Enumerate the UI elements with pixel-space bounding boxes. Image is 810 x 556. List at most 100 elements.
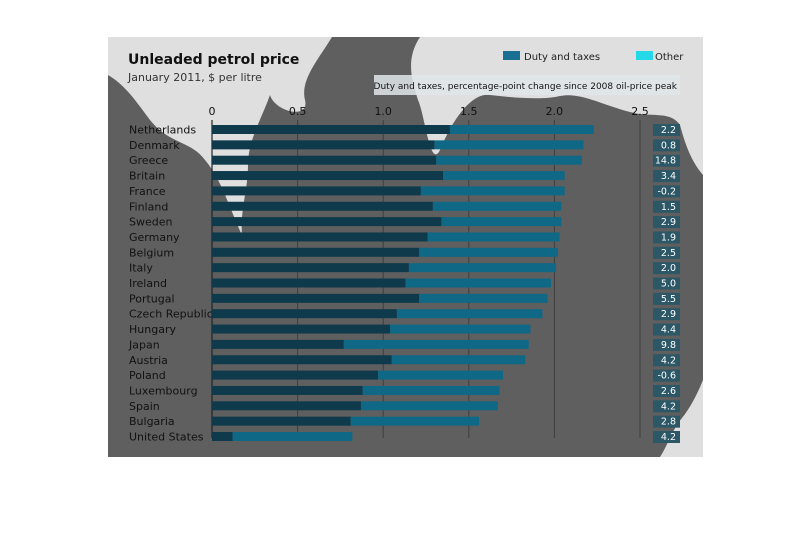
bar-other xyxy=(419,247,558,257)
bar-duty xyxy=(212,432,233,441)
bar-duty xyxy=(212,309,397,319)
bar-duty xyxy=(212,201,433,211)
change-value: 2.9 xyxy=(661,309,676,320)
bar-duty xyxy=(212,247,420,257)
change-box xyxy=(653,154,680,167)
category-label: Japan xyxy=(128,338,160,351)
change-box xyxy=(653,369,680,382)
change-box xyxy=(653,246,680,259)
bar-duty xyxy=(212,155,437,165)
change-box xyxy=(653,323,680,336)
bar-other xyxy=(378,370,504,380)
change-box xyxy=(653,139,680,152)
change-box xyxy=(653,200,680,213)
bar-other xyxy=(443,171,565,181)
bar-duty xyxy=(212,293,420,303)
bar-other xyxy=(419,293,548,303)
bar-other xyxy=(391,355,526,365)
change-value: 4.2 xyxy=(661,355,676,366)
category-label: United States xyxy=(129,431,204,444)
category-label: Portugal xyxy=(129,292,175,305)
category-label: Netherlands xyxy=(129,124,196,137)
x-tick-label: 0 xyxy=(209,105,216,118)
change-value: 5.0 xyxy=(661,279,676,290)
bar-duty xyxy=(212,355,392,365)
bar-duty xyxy=(212,339,344,349)
change-box xyxy=(653,216,680,229)
bar-duty xyxy=(212,186,421,196)
change-value: 5.5 xyxy=(661,294,676,305)
category-label: Spain xyxy=(129,400,160,413)
category-label: Britain xyxy=(129,170,165,183)
change-box xyxy=(653,308,680,321)
x-tick-label: 1.5 xyxy=(460,105,478,118)
category-label: Bulgaria xyxy=(129,415,175,428)
category-label: Austria xyxy=(129,354,168,367)
change-value: 14.8 xyxy=(655,156,676,167)
change-box xyxy=(653,354,680,367)
bar-duty xyxy=(212,171,444,181)
change-value: 2.9 xyxy=(661,217,676,228)
category-label: Hungary xyxy=(129,323,176,336)
change-value: 4.4 xyxy=(661,325,676,336)
bar-duty xyxy=(212,125,450,134)
bar-other xyxy=(232,432,353,441)
bar-other xyxy=(436,155,582,165)
annotation-header-box xyxy=(374,75,680,95)
bar-duty xyxy=(212,217,442,227)
bar-duty xyxy=(212,232,428,242)
bar-other xyxy=(432,201,562,211)
bar-other xyxy=(350,416,480,426)
legend: Duty and taxes Other xyxy=(503,51,684,63)
category-label: Luxembourg xyxy=(129,384,198,397)
x-tick-label: 2.0 xyxy=(546,105,564,118)
chart-title: Unleaded petrol price xyxy=(128,52,299,68)
bar-other xyxy=(343,339,529,349)
category-label: Germany xyxy=(129,231,180,244)
legend-swatch-other xyxy=(636,51,653,60)
bar-duty xyxy=(212,140,435,150)
category-label: Ireland xyxy=(129,277,167,290)
bar-duty xyxy=(212,416,351,426)
change-box xyxy=(653,185,680,198)
change-box xyxy=(653,400,680,413)
bar-other xyxy=(420,186,565,196)
bar-duty xyxy=(212,385,363,395)
bar-other xyxy=(434,140,584,150)
bar-duty xyxy=(212,370,379,380)
bar-other xyxy=(408,263,557,273)
change-value: 1.5 xyxy=(661,202,676,213)
legend-label-other: Other xyxy=(655,52,684,63)
change-value: 2.0 xyxy=(661,263,676,274)
bar-other xyxy=(427,232,560,242)
category-label: France xyxy=(129,185,166,198)
change-value: 2.8 xyxy=(661,417,676,428)
bar-other xyxy=(396,309,543,319)
change-value: -0.6 xyxy=(657,371,676,382)
category-label: Denmark xyxy=(129,139,180,152)
change-value: 0.8 xyxy=(661,140,676,151)
category-label: Greece xyxy=(129,154,168,167)
change-value: -0.2 xyxy=(657,186,676,197)
change-box xyxy=(653,384,680,397)
bar-other xyxy=(390,324,531,334)
x-tick-label: 0.5 xyxy=(289,105,307,118)
bar-duty xyxy=(212,401,361,411)
change-value: 4.2 xyxy=(661,401,676,412)
category-label: Poland xyxy=(129,369,166,382)
change-box xyxy=(653,231,680,244)
category-label: Belgium xyxy=(129,246,174,259)
change-box xyxy=(653,277,680,290)
change-value: 2.5 xyxy=(661,248,676,259)
change-value: 2.6 xyxy=(661,386,676,397)
swirl-top-left xyxy=(108,37,332,235)
change-box xyxy=(653,262,680,275)
bar-duty xyxy=(212,278,406,288)
change-value: 9.8 xyxy=(661,340,676,351)
bar-duty xyxy=(212,263,409,273)
change-box xyxy=(653,431,680,443)
bar-other xyxy=(441,217,562,227)
x-tick-label: 2.5 xyxy=(631,105,649,118)
